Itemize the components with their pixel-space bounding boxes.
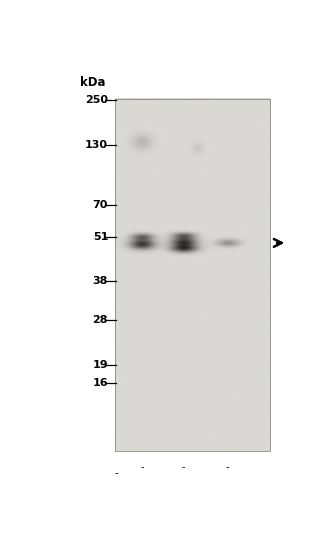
- Text: -: -: [114, 468, 118, 479]
- Text: -: -: [226, 462, 229, 472]
- Text: kDa: kDa: [80, 76, 106, 89]
- Text: 16: 16: [92, 378, 108, 388]
- Bar: [115, 99, 270, 451]
- Text: 250: 250: [85, 95, 108, 105]
- Text: -: -: [140, 462, 144, 472]
- Text: -: -: [182, 462, 185, 472]
- Text: 130: 130: [85, 140, 108, 150]
- Text: 38: 38: [93, 276, 108, 286]
- Text: 51: 51: [93, 232, 108, 241]
- Text: 70: 70: [93, 199, 108, 210]
- Text: 19: 19: [92, 360, 108, 370]
- Text: 28: 28: [92, 315, 108, 325]
